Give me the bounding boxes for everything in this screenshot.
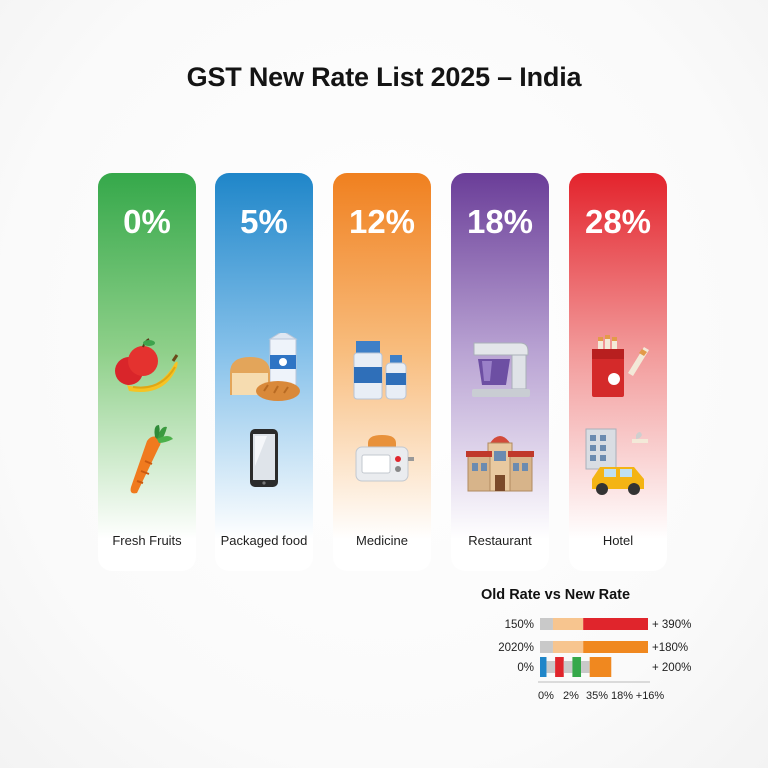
slab-card-0: 0% Fresh Fruits: [98, 173, 196, 571]
value-label: +180%: [652, 642, 688, 654]
slab-rate: 0%: [123, 203, 171, 240]
bar-segment-1-2: [583, 641, 648, 653]
bar-segment-0-0: [540, 618, 553, 630]
hotel-taxi-icon: [585, 428, 648, 495]
x-tick-label: 35%: [586, 690, 608, 702]
slab-label: Medicine: [355, 533, 409, 548]
slab-card-12: 12% Medicine: [333, 173, 431, 571]
slab-rate: 28%: [584, 203, 652, 240]
bread-milk-icon: [230, 333, 300, 401]
slab-card-28: 28%: [569, 173, 667, 571]
smartphone-icon: [250, 429, 278, 487]
slab-card-18: 18% Restaurant: [451, 173, 549, 571]
mini-chart-title: Old Rate vs New Rate: [481, 587, 631, 603]
x-tick-label: +16%: [636, 690, 665, 702]
toaster-icon: [355, 435, 414, 482]
fruits-icon: [115, 338, 179, 392]
building-icon: [466, 436, 534, 492]
bar-segment-2-5: [581, 661, 590, 673]
row-label: 0%: [517, 662, 534, 674]
bar-segment-2-2: [555, 657, 564, 677]
bar-segment-2-3: [563, 661, 573, 673]
value-label: + 390%: [652, 619, 691, 631]
slab-label: Fresh Fruits: [112, 533, 182, 548]
milk-bottles-icon: [353, 341, 407, 400]
slab-label: Hotel: [602, 533, 634, 548]
page-title: GST New Rate List 2025 – India: [186, 62, 582, 92]
slab-label: Restaurant: [468, 533, 532, 548]
x-tick-label: 18%: [611, 690, 633, 702]
value-label: + 200%: [652, 662, 691, 674]
bar-segment-0-2: [583, 618, 648, 630]
carrot-icon: [130, 425, 173, 494]
slab-rate: 18%: [466, 203, 534, 240]
bar-segment-0-1: [552, 618, 584, 630]
bar-segment-2-1: [546, 661, 556, 673]
bar-segment-1-0: [540, 641, 553, 653]
bar-segment-2-4: [572, 657, 582, 677]
stand-mixer-icon: [472, 342, 530, 397]
old-vs-new-rate-chart: 150% + 390% 2020% +180% 0% + 200% 0% 2% 35% 18% +1…: [498, 618, 691, 702]
slab-label: Packaged food: [220, 533, 308, 548]
x-tick-label: 2%: [563, 690, 579, 702]
x-tick-label: 0%: [538, 690, 554, 702]
slab-rate: 5%: [240, 203, 288, 240]
row-label: 150%: [505, 619, 534, 631]
bar-segment-2-6: [589, 657, 612, 677]
slab-rate: 12%: [348, 203, 416, 240]
row-label: 2020%: [498, 642, 534, 654]
cigarette-pack-icon: [592, 335, 649, 397]
bar-segment-1-1: [552, 641, 584, 653]
slab-card-5: 5% Packaged food: [215, 173, 313, 571]
bar-segment-2-0: [540, 657, 547, 677]
